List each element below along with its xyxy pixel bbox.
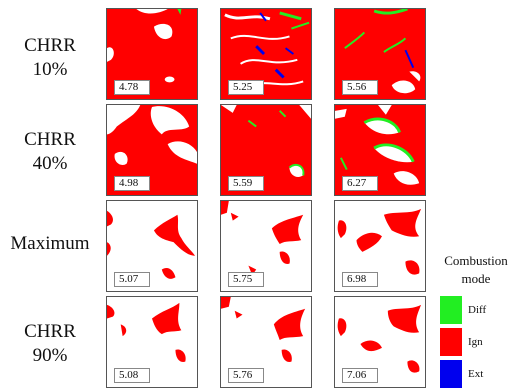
panel-chrr90-t2: 5.76: [220, 296, 312, 388]
legend-swatch-ext: [440, 360, 462, 388]
time-value: 5.56: [342, 80, 378, 95]
time-value: 4.98: [114, 176, 150, 191]
row-label-maximum: Maximum: [10, 233, 90, 254]
time-value: 5.25: [228, 80, 264, 95]
legend-label-ign: Ign: [468, 336, 483, 348]
time-value: 5.76: [228, 368, 264, 383]
legend-label-diff: Diff: [468, 304, 487, 316]
time-value: 7.06: [342, 368, 378, 383]
legend-swatch-diff: [440, 296, 462, 324]
time-value: 5.07: [114, 272, 150, 287]
panel-maximum-t1: 5.07: [106, 200, 198, 292]
panel-maximum-t2: 5.75: [220, 200, 312, 292]
time-value: 5.08: [114, 368, 150, 383]
time-value: 5.59: [228, 176, 264, 191]
panel-chrr10-t1: 4.78: [106, 8, 198, 100]
legend-label-ext: Ext: [468, 368, 484, 380]
panel-chrr10-t2: 5.25: [220, 8, 312, 100]
time-value: 5.75: [228, 272, 264, 287]
panel-chrr40-t2: 5.59: [220, 104, 312, 196]
time-value: 4.78: [114, 80, 150, 95]
panel-chrr40-t3: 6.27: [334, 104, 426, 196]
panel-chrr40-t1: 4.98: [106, 104, 198, 196]
panel-chrr90-t3: 7.06: [334, 296, 426, 388]
legend-swatch-ign: [440, 328, 462, 356]
time-value: 6.98: [342, 272, 378, 287]
panel-chrr10-t3: 5.56: [334, 8, 426, 100]
row-label-chrr-40: CHRR 40%: [24, 129, 76, 174]
time-value: 6.27: [342, 176, 378, 191]
panel-maximum-t3: 6.98: [334, 200, 426, 292]
row-label-chrr-90: CHRR 90%: [24, 321, 76, 366]
row-label-chrr-10: CHRR 10%: [24, 35, 76, 80]
panel-chrr90-t1: 5.08: [106, 296, 198, 388]
legend-title: Combustion mode: [444, 253, 508, 286]
